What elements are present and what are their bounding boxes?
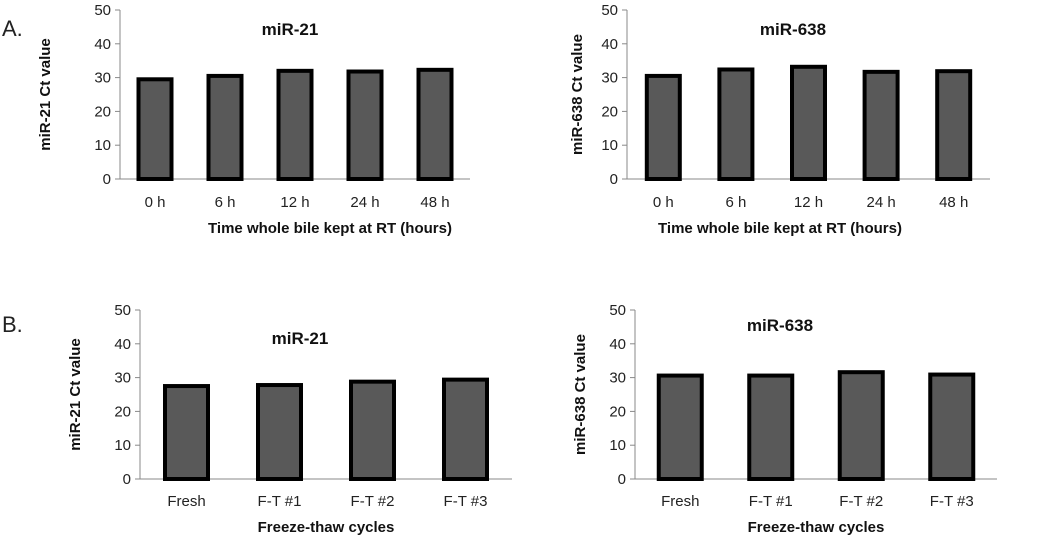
y-tick-label: 10	[601, 137, 618, 154]
panel-label-b: B.	[2, 312, 23, 337]
x-tick-label: 0 h	[145, 194, 166, 211]
bar	[163, 384, 210, 481]
x-tick-label: 48 h	[420, 194, 449, 211]
y-tick-label: 20	[601, 103, 618, 120]
x-tick-label: 12 h	[794, 194, 823, 211]
x-tick-label: F-T #2	[839, 493, 883, 510]
y-tick-label: 0	[618, 471, 626, 488]
y-tick-label: 30	[94, 70, 111, 87]
x-tick-label: 24 h	[866, 194, 895, 211]
bar	[136, 77, 174, 181]
y-tick-label: 40	[601, 36, 618, 53]
x-tick-label: F-T #1	[258, 493, 302, 510]
chart-title: miR-21	[272, 329, 329, 348]
y-axis-title: miR-21 Ct value	[67, 338, 84, 451]
bar	[349, 379, 396, 482]
x-tick-label: 0 h	[653, 194, 674, 211]
y-tick-label: 0	[610, 171, 618, 188]
y-tick-label: 50	[601, 2, 618, 19]
bar	[256, 383, 303, 482]
chart-title: miR-638	[760, 20, 826, 39]
bar	[862, 69, 900, 181]
bar	[442, 377, 489, 481]
x-axis-title: Freeze-thaw cycles	[748, 519, 885, 536]
y-axis-title: miR-638 Ct value	[569, 34, 586, 155]
y-tick-label: 40	[609, 336, 626, 353]
y-tick-label: 40	[94, 36, 111, 53]
y-tick-label: 30	[609, 370, 626, 387]
x-axis-title: Time whole bile kept at RT (hours)	[658, 220, 902, 237]
y-tick-label: 20	[94, 103, 111, 120]
bar	[276, 68, 314, 181]
x-tick-label: 12 h	[280, 194, 309, 211]
y-axis-title: miR-21 Ct value	[37, 38, 54, 151]
y-tick-label: 10	[114, 437, 131, 454]
y-axis-title: miR-638 Ct value	[572, 334, 589, 455]
y-tick-label: 10	[609, 437, 626, 454]
bar	[747, 373, 795, 481]
y-tick-label: 20	[114, 403, 131, 420]
x-tick-label: F-T #1	[749, 493, 793, 510]
x-tick-label: 48 h	[939, 194, 968, 211]
y-tick-label: 40	[114, 336, 131, 353]
chart-title: miR-638	[747, 316, 813, 335]
x-tick-label: F-T #3	[930, 493, 974, 510]
bar	[346, 69, 384, 181]
x-tick-label: 6 h	[725, 194, 746, 211]
y-tick-label: 50	[609, 302, 626, 319]
bar	[416, 67, 454, 181]
bar	[928, 372, 976, 482]
x-axis-title: Time whole bile kept at RT (hours)	[208, 220, 452, 237]
y-tick-label: 30	[114, 370, 131, 387]
x-tick-label: F-T #2	[351, 493, 395, 510]
y-tick-label: 0	[123, 471, 131, 488]
y-tick-label: 50	[114, 302, 131, 319]
x-tick-label: Fresh	[167, 493, 205, 510]
x-tick-label: Fresh	[661, 493, 699, 510]
x-axis-title: Freeze-thaw cycles	[258, 519, 395, 536]
bar	[656, 373, 704, 481]
x-tick-label: 24 h	[350, 194, 379, 211]
bar	[644, 73, 682, 181]
bar	[790, 64, 827, 181]
y-tick-label: 10	[94, 137, 111, 154]
y-tick-label: 20	[609, 403, 626, 420]
y-tick-label: 0	[103, 171, 111, 188]
x-tick-label: F-T #3	[444, 493, 488, 510]
bar	[206, 73, 244, 181]
bar	[837, 370, 885, 481]
chart-title: miR-21	[262, 20, 319, 39]
bar	[717, 67, 755, 181]
bar	[935, 69, 973, 181]
y-tick-label: 30	[601, 70, 618, 87]
y-tick-label: 50	[94, 2, 111, 19]
x-tick-label: 6 h	[215, 194, 236, 211]
panel-label-a: A.	[2, 16, 23, 41]
